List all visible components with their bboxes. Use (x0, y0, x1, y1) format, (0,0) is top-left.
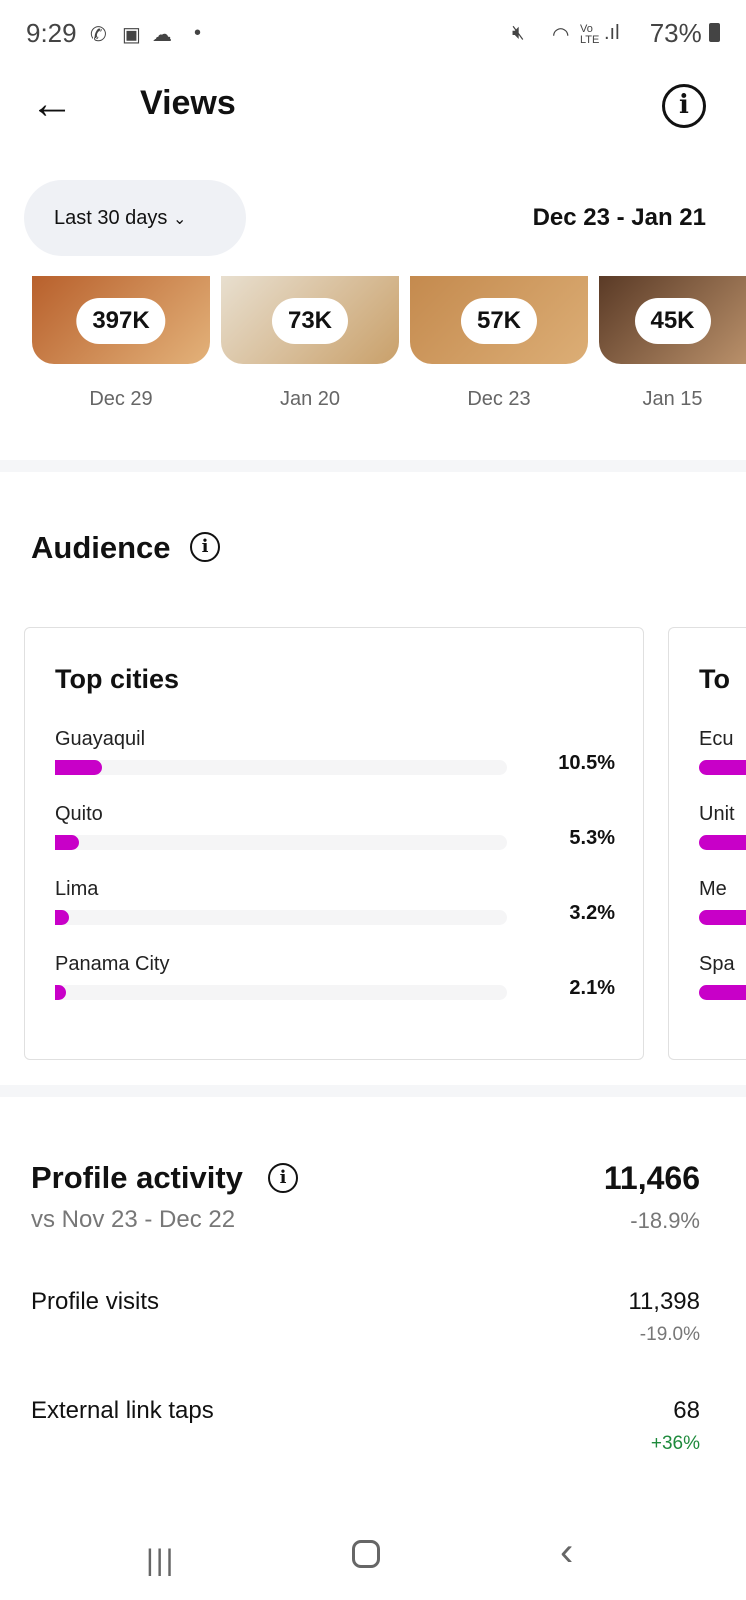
info-icon: i (679, 90, 689, 120)
date-filter-dropdown[interactable]: Last 30 days ⌄ (24, 180, 246, 256)
divider (0, 460, 746, 472)
page-title: Views (140, 84, 236, 122)
bar-fill (699, 985, 746, 1000)
bar-track (55, 985, 507, 1000)
info-button[interactable]: i (662, 84, 706, 128)
country-name: Unit (699, 803, 735, 825)
bar-track (699, 835, 746, 850)
volte-icon: Vo LTE (580, 23, 600, 46)
country-row: Ecu (699, 728, 746, 798)
bar-fill (55, 835, 79, 850)
bar-track (699, 985, 746, 1000)
top-countries-card[interactable]: To Ecu Unit Me Spa (668, 627, 746, 1060)
gallery-icon: ▣ (122, 24, 141, 46)
city-percent: 5.3% (569, 827, 615, 849)
bar-track (699, 910, 746, 925)
wifi-icon: ◠ (552, 24, 570, 46)
bar-track (699, 760, 746, 775)
info-icon[interactable]: i (268, 1163, 298, 1193)
views-badge: 73K (271, 298, 349, 344)
city-percent: 10.5% (558, 752, 615, 774)
dot-icon: • (194, 22, 202, 44)
metric-value: 68 (673, 1397, 700, 1424)
city-name: Lima (55, 878, 99, 900)
bar-fill (55, 910, 70, 925)
metric-label: External link taps (31, 1397, 214, 1424)
arrow-left-icon: ← (30, 79, 74, 128)
bar-fill (699, 910, 746, 925)
chevron-down-icon: ⌄ (172, 211, 187, 228)
country-row: Spa (699, 953, 746, 1023)
profile-activity-title: Profile activity (31, 1160, 243, 1195)
city-row: Quito 5.3% (55, 803, 615, 873)
back-button[interactable]: ← (30, 82, 74, 126)
mute-icon: 🔇︎ (512, 22, 525, 44)
metric-change: +36% (650, 1433, 700, 1454)
status-time: 9:29 (26, 18, 77, 48)
metric-value: 11,398 (628, 1288, 700, 1315)
city-row: Lima 3.2% (55, 878, 615, 948)
country-row: Unit (699, 803, 746, 873)
divider (0, 1085, 746, 1097)
recents-button[interactable]: ||| (146, 1544, 176, 1577)
content-thumbnail[interactable]: 57K (410, 276, 588, 364)
content-date: Jan 20 (279, 388, 341, 410)
city-name: Panama City (55, 953, 170, 975)
views-badge: 57K (460, 298, 538, 344)
country-row: Me (699, 878, 746, 948)
country-name: Spa (699, 953, 735, 975)
home-button[interactable] (352, 1540, 380, 1568)
card-title: To (699, 664, 730, 694)
bar-track (55, 835, 507, 850)
back-nav-button[interactable]: ‹ (560, 1530, 574, 1574)
top-cities-card: Top cities Guayaquil 10.5% Quito 5.3% Lima 3.… (24, 627, 644, 1060)
city-row: Panama City 2.1% (55, 953, 615, 1023)
metric-change: -19.0% (639, 1324, 700, 1345)
bar-track (55, 910, 507, 925)
date-filter-label: Last 30 days (54, 207, 168, 229)
content-date: Jan 15 (642, 388, 703, 410)
signal-icon: .ıl (604, 22, 620, 44)
bar-fill (699, 760, 746, 775)
content-thumbnail[interactable]: 397K (32, 276, 210, 364)
battery-icon (709, 23, 720, 42)
audience-title: Audience (31, 530, 171, 565)
city-name: Quito (55, 803, 103, 825)
total-value: 11,466 (603, 1160, 700, 1196)
country-name: Ecu (699, 728, 734, 750)
bar-track (55, 760, 507, 775)
content-thumbnail[interactable]: 45K (599, 276, 746, 364)
whatsapp-icon: ✆ (90, 24, 107, 46)
info-icon[interactable]: i (190, 532, 220, 562)
comparison-period: vs Nov 23 - Dec 22 (31, 1206, 236, 1233)
bar-fill (55, 760, 103, 775)
content-date: Dec 23 (467, 388, 531, 410)
content-date: Dec 29 (89, 388, 153, 410)
city-percent: 2.1% (569, 977, 615, 999)
content-thumbnail[interactable]: 73K (221, 276, 399, 364)
total-change: -18.9% (630, 1208, 700, 1233)
bar-fill (699, 835, 746, 850)
country-name: Me (699, 878, 727, 900)
city-name: Guayaquil (55, 728, 146, 750)
metric-label: Profile visits (31, 1288, 160, 1315)
views-badge: 397K (76, 298, 166, 344)
date-range: Dec 23 - Jan 21 (532, 204, 706, 231)
bar-fill (55, 985, 67, 1000)
cloud-icon: ☁ (152, 24, 172, 46)
views-badge: 45K (634, 298, 711, 344)
city-percent: 3.2% (569, 902, 615, 924)
city-row: Guayaquil 10.5% (55, 728, 615, 798)
top-content-carousel[interactable]: 397K Dec 29 73K Jan 20 57K Dec 23 45K Jan 15 (0, 276, 746, 410)
battery-level: 73% (650, 18, 720, 49)
card-title: Top cities (55, 664, 180, 694)
status-bar: 9:29 ✆ ▣ ☁ • 🔇︎ ◠ Vo LTE .ıl 73% (0, 0, 746, 64)
